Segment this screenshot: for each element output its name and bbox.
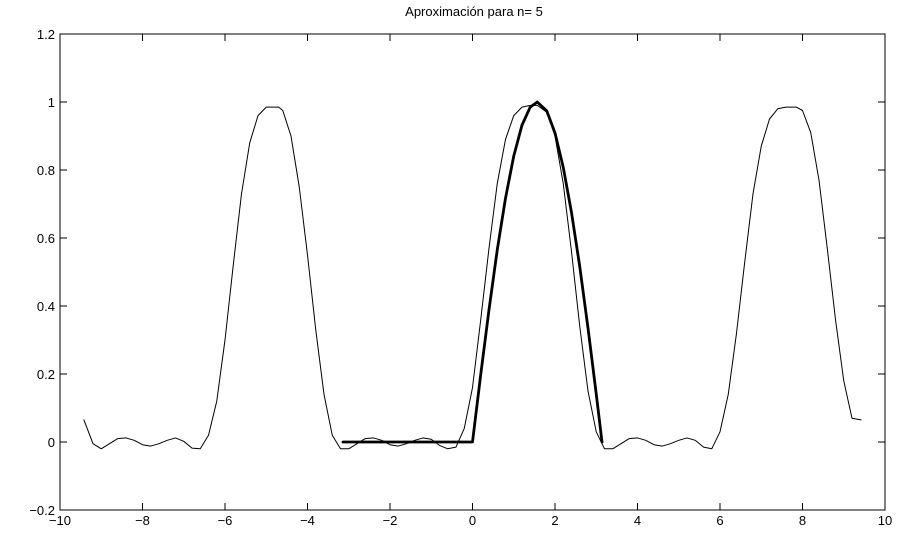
x-tick-label: 2: [551, 513, 558, 528]
y-tick-label: −0.2: [29, 503, 55, 518]
y-tick-label: 1.2: [37, 27, 55, 42]
x-tick-label: −10: [49, 513, 71, 528]
series-line-thin: [83, 104, 862, 450]
x-tick-label: 0: [469, 513, 476, 528]
x-tick-label: 6: [716, 513, 723, 528]
series-line-thick: [341, 100, 604, 444]
x-tick-label: 10: [878, 513, 892, 528]
series-layer: [83, 100, 862, 450]
y-tick-label: 0.6: [37, 231, 55, 246]
y-tick-label: 0: [48, 435, 55, 450]
x-axis: −10 −8 −6 −4 −2 0 2 4 6 8 10: [49, 34, 892, 528]
y-tick-label: 0.2: [37, 367, 55, 382]
y-axis: −0.2 0 0.2 0.4 0.6 0.8 1 1.2: [29, 27, 885, 518]
plot-area: −10 −8 −6 −4 −2 0 2 4 6 8 10 −0.2 0 0.2 0.4 0.6 0.8 1 1.2: [29, 27, 892, 528]
x-tick-label: 8: [799, 513, 806, 528]
x-tick-label: −8: [135, 513, 150, 528]
x-tick-label: −4: [300, 513, 315, 528]
y-tick-label: 0.8: [37, 163, 55, 178]
y-tick-label: 0.4: [37, 299, 55, 314]
x-tick-label: 4: [634, 513, 641, 528]
chart-title: Aproximación para n= 5: [405, 4, 543, 19]
y-tick-label: 1: [48, 95, 55, 110]
x-tick-label: −2: [383, 513, 398, 528]
x-tick-label: −6: [218, 513, 233, 528]
